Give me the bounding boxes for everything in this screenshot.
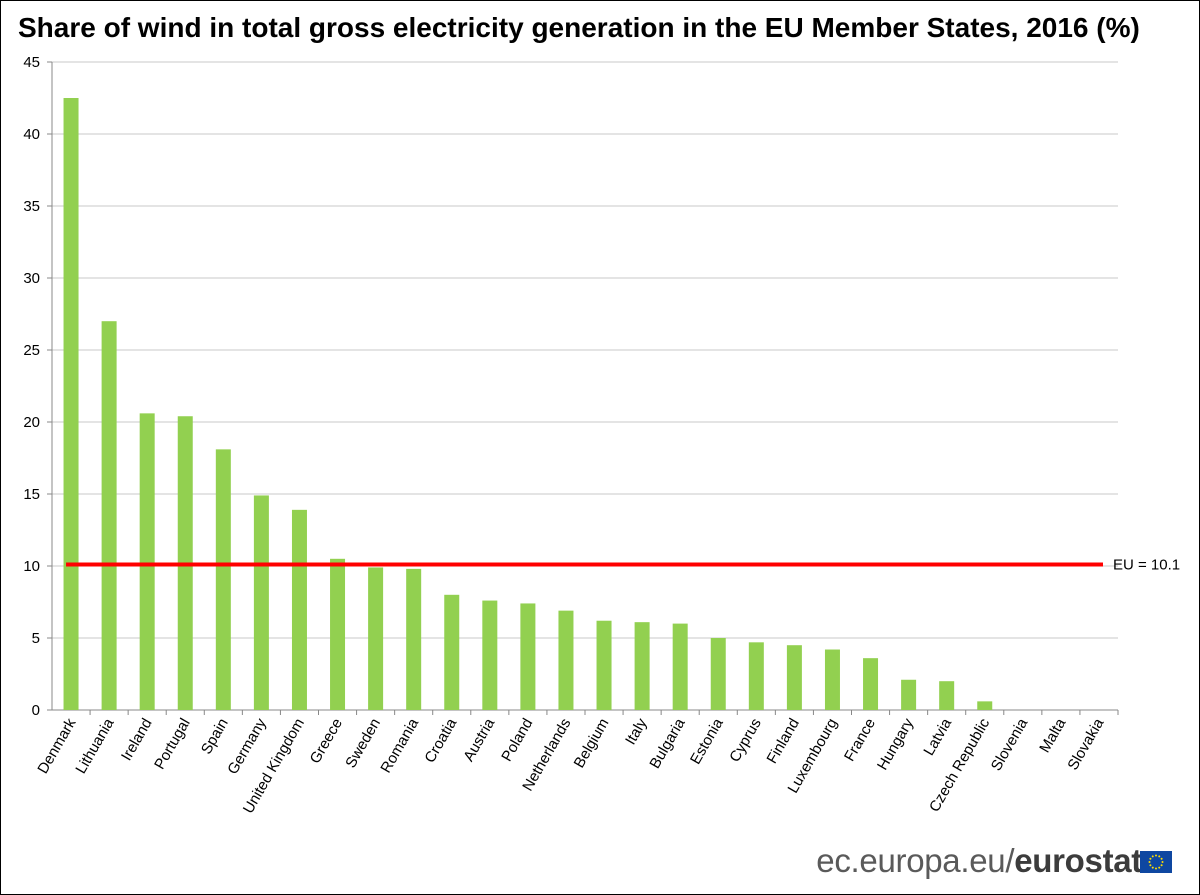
- bar: [748, 642, 764, 710]
- x-tick-label: Austria: [460, 715, 498, 764]
- x-tick-label: Belgium: [571, 716, 613, 771]
- bar: [710, 638, 726, 710]
- y-tick-label: 30: [23, 270, 40, 287]
- x-tick-label: Spain: [198, 716, 232, 758]
- bar: [139, 413, 155, 710]
- bar: [215, 449, 231, 710]
- y-tick-label: 5: [32, 630, 40, 647]
- chart-title: Share of wind in total gross electricity…: [18, 12, 1140, 43]
- eu-flag-icon: [1140, 851, 1172, 873]
- x-tick-label: Latvia: [920, 715, 955, 759]
- x-tick-label: Poland: [498, 716, 536, 765]
- y-tick-label: 35: [23, 198, 40, 215]
- y-tick-label: 20: [23, 414, 40, 431]
- x-tick-label: Slovenia: [988, 715, 1032, 774]
- bar: [482, 600, 498, 710]
- x-tick-label: Portugal: [151, 716, 194, 773]
- bar: [939, 681, 955, 710]
- x-tick-label: Finland: [764, 716, 803, 767]
- bar: [596, 620, 612, 710]
- y-tick-label: 10: [23, 558, 40, 575]
- bar: [672, 623, 688, 710]
- eu-average-label: EU = 10.1: [1113, 557, 1180, 574]
- bar: [291, 509, 307, 710]
- x-tick-label: Sweden: [342, 716, 384, 771]
- bar: [558, 610, 574, 710]
- eurostat-brand: ec.europa.eu/eurostat: [816, 842, 1142, 880]
- bar: [977, 701, 993, 710]
- y-tick-label: 45: [23, 54, 40, 71]
- x-tick-label: Bulgaria: [646, 715, 689, 772]
- x-tick-label: Italy: [622, 715, 651, 748]
- x-tick-label: Cyprus: [726, 716, 764, 766]
- x-tick-label: Greece: [307, 716, 346, 767]
- bar: [520, 603, 536, 710]
- y-tick-label: 25: [23, 342, 40, 359]
- bar: [901, 679, 917, 710]
- bar: [330, 558, 346, 710]
- bar: [406, 568, 422, 710]
- x-tick-label: Slovakia: [1064, 715, 1107, 773]
- x-tick-label: Romania: [377, 715, 422, 776]
- y-tick-label: 15: [23, 486, 40, 503]
- bar: [786, 645, 802, 710]
- x-tick-label: Ireland: [118, 716, 156, 764]
- bar: [253, 495, 269, 710]
- brand-url: ec.europa.eu/: [816, 842, 1015, 879]
- bar: [101, 321, 117, 710]
- y-tick-label: 0: [32, 702, 40, 719]
- x-tick-label: Estonia: [687, 715, 727, 767]
- brand-name: eurostat: [1014, 842, 1142, 879]
- x-tick-label: France: [841, 716, 879, 765]
- x-tick-label: Croatia: [421, 715, 460, 766]
- y-tick-label: 40: [23, 126, 40, 143]
- bar: [634, 622, 650, 710]
- bar: [824, 649, 840, 710]
- bar: [863, 658, 879, 710]
- x-tick-label: Hungary: [874, 715, 917, 773]
- bar: [368, 567, 384, 710]
- bar: [63, 98, 79, 710]
- x-tick-label: Malta: [1036, 715, 1069, 756]
- bar: [444, 594, 460, 710]
